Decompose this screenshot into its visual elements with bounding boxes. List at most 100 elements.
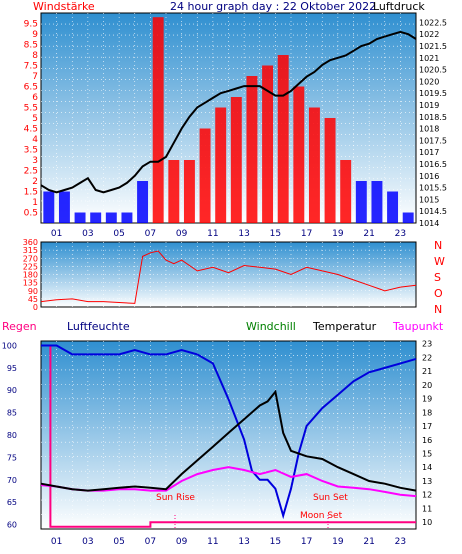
compass-tick-label: W [434,255,445,268]
hour-tick-label: 01 [51,229,62,239]
temperature-tick-label: 15 [422,450,432,459]
humidity-tick-label: 85 [7,409,17,418]
direction-tick-label: 45 [28,295,38,304]
wind-bar [183,160,195,223]
temperature-tick-label: 21 [422,367,432,376]
pressure-tick-label: 1021 [419,54,439,63]
wind-bar [371,181,383,223]
temperature-tick-label: 22 [422,353,432,362]
wind-bar [387,191,399,223]
legend-windchill: Windchill [246,320,296,333]
wind-bar [152,17,164,224]
wind-pressure-panel: 9.598.587.576.565.554.543.532.521.510.5 … [24,12,447,239]
pressure-tick-label: 1017.5 [419,136,447,145]
direction-tick-label: 0 [33,303,38,312]
wind-tick-label: 9 [32,30,38,40]
hour-tick-label: 13 [238,229,249,239]
pressure-tick-label: 1016.5 [419,160,447,169]
wind-axis-label: Windstärke [33,0,95,13]
wind-bar [90,212,102,223]
pressure-tick-label: 1015 [419,195,439,204]
pressure-tick-label: 1014.5 [419,207,447,216]
wind-bar [215,107,227,223]
temperature-tick-label: 18 [422,408,432,417]
compass-tick-label: O [434,287,443,300]
hour-tick-label: 09 [176,229,188,239]
hour-tick-label: 15 [270,537,281,547]
wind-bar [199,128,211,223]
temperature-tick-label: 14 [422,463,432,472]
pressure-tick-label: 1018.5 [419,113,447,122]
hour-tick-label: 17 [301,537,312,547]
wind-tick-label: 9.5 [24,20,38,30]
wind-bar [324,118,336,223]
wind-tick-label: 1 [32,198,38,208]
dewpoint-line [40,466,417,498]
humidity-tick-label: 95 [7,364,17,373]
wind-bar [105,212,117,223]
hour-tick-label: 11 [207,229,218,239]
temperature-tick-label: 11 [422,504,432,513]
hour-tick-label: 05 [113,537,124,547]
wind-tick-label: 4.5 [24,125,38,135]
wind-bar [230,97,242,223]
pressure-tick-label: 1019 [419,101,439,110]
temperature-tick-label: 20 [422,381,432,390]
humidity-tick-label: 100 [2,341,17,350]
wind-tick-label: 0.5 [24,209,38,219]
wind-tick-label: 3.5 [24,146,38,156]
direction-tick-label: 360 [23,238,38,247]
pressure-tick-label: 1015.5 [419,184,447,193]
wind-bar [402,212,414,223]
wind-tick-label: 1.5 [24,188,38,198]
pressure-tick-label: 1022.5 [419,18,447,27]
legend-taupunkt: Taupunkt [392,320,444,333]
pressure-tick-label: 1016 [419,172,439,181]
wind-bar [262,65,274,223]
direction-tick-label: 270 [23,254,38,263]
temperature-tick-label: 17 [422,422,432,431]
hour-tick-label: 11 [207,537,218,547]
legend-regen: Regen [2,320,37,333]
hour-tick-label: 01 [51,537,62,547]
legend-temperatur: Temperatur [312,320,377,333]
wind-bar [293,86,305,223]
pressure-tick-label: 1018 [419,125,439,134]
hour-tick-label: 21 [363,229,374,239]
wind-bar [277,55,289,223]
wind-bar [74,212,86,223]
hour-tick-label: 03 [82,537,93,547]
graph-title: 24 hour graph day : 22 Oktober 2022 [170,0,376,13]
hour-tick-label: 03 [82,229,93,239]
pressure-tick-label: 1020.5 [419,66,447,75]
wind-bar [308,107,320,223]
wind-tick-label: 7.5 [24,62,38,72]
temperature-tick-label: 10 [422,518,432,527]
wind-bar [121,212,133,223]
humidity-tick-label: 75 [7,453,17,462]
moonset-label: Moon Set [300,511,343,521]
wind-bar [340,160,352,223]
pressure-tick-label: 1022 [419,30,439,39]
wind-direction-line [40,250,417,304]
wind-tick-label: 6 [32,93,38,103]
hour-tick-label: 05 [113,229,124,239]
hour-tick-label: 07 [145,537,156,547]
hour-tick-label: 09 [176,537,188,547]
wind-tick-label: 5 [32,114,38,124]
pressure-tick-label: 1021.5 [419,42,447,51]
wind-bar [137,181,149,223]
hour-tick-label: 23 [395,537,406,547]
wind-bar [246,76,258,223]
temperature-tick-label: 19 [422,395,432,404]
humidity-tick-label: 60 [7,521,17,530]
sunset-label: Sun Set [313,493,348,503]
humidity-tick-label: 65 [7,498,17,507]
wind-tick-label: 5.5 [24,104,38,114]
compass-tick-label: S [434,271,441,284]
temperature-tick-label: 23 [422,340,432,349]
hour-tick-label: 23 [395,229,406,239]
pressure-tick-label: 1019.5 [419,89,447,98]
